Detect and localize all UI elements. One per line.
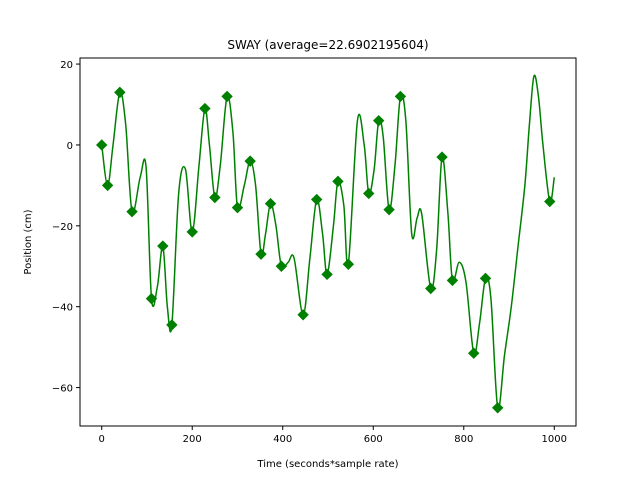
data-point-marker (114, 86, 126, 99)
axis-ticks: 0 200 400 600 800 1000 −60 −40 −20 0 20 (52, 60, 567, 445)
data-point-marker (166, 319, 178, 331)
data-point-marker (209, 191, 221, 204)
series-line (100, 74, 556, 410)
data-point-marker (199, 102, 211, 115)
data-point-marker (342, 258, 355, 270)
plot-area (96, 74, 556, 414)
data-point-marker (468, 347, 480, 359)
y-tick-label: −40 (52, 303, 73, 314)
y-axis-label: Position (cm) (23, 209, 34, 274)
data-point-marker (96, 139, 108, 151)
data-point-marker (383, 203, 395, 216)
y-tick-label: −20 (52, 222, 73, 233)
x-tick-label: 400 (273, 434, 292, 445)
data-point-marker (186, 226, 198, 238)
data-point-marker (255, 248, 267, 260)
y-tick-label: −60 (52, 384, 73, 395)
x-axis-label: Time (seconds*sample rate) (256, 459, 398, 470)
data-point-marker (126, 205, 138, 218)
data-point-marker (332, 175, 344, 188)
y-tick-label: 20 (60, 60, 73, 71)
data-point-marker (372, 114, 385, 127)
data-point-marker (479, 272, 492, 285)
data-point-marker (446, 274, 459, 287)
data-point-marker (145, 292, 158, 305)
x-tick-label: 800 (454, 434, 473, 445)
x-tick-label: 200 (183, 434, 202, 445)
y-tick-label: 0 (67, 141, 73, 152)
data-point-marker (544, 195, 556, 208)
data-point-marker (425, 282, 437, 295)
data-point-marker (394, 90, 407, 103)
data-point-marker (297, 309, 309, 321)
data-point-marker (275, 260, 288, 272)
data-point-marker (221, 90, 233, 103)
data-point-marker (101, 179, 114, 192)
data-point-marker (310, 193, 323, 206)
data-point-marker (231, 201, 244, 214)
axes-frame (79, 57, 577, 427)
data-point-marker (157, 240, 169, 252)
x-tick-label: 0 (99, 434, 105, 445)
chart-title: SWAY (average=22.6902195604) (227, 38, 428, 52)
x-tick-label: 600 (364, 434, 383, 445)
data-point-marker (436, 151, 448, 163)
data-point-marker (363, 187, 375, 200)
x-tick-label: 1000 (542, 434, 567, 445)
data-point-marker (492, 402, 504, 414)
data-point-marker (244, 155, 256, 167)
data-point-marker (321, 268, 333, 281)
data-point-marker (264, 197, 277, 210)
